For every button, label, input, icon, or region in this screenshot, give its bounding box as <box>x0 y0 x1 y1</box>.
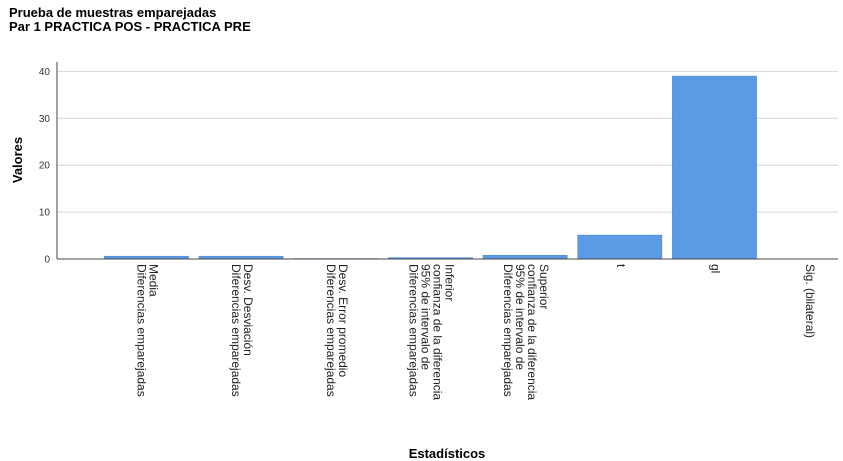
x-category-label-line: Diferencias emparejadas <box>501 264 515 397</box>
x-category-label-line: Diferencias emparejadas <box>406 264 420 397</box>
x-category-label-line: Desv. Error promedio <box>336 264 350 377</box>
x-category-label-line: 95% de intervalo de <box>418 264 432 370</box>
x-category-label-line: Sig. (bilateral) <box>803 264 817 338</box>
bar <box>482 254 568 260</box>
x-category-label-line: Diferencias emparejadas <box>229 264 243 397</box>
chart-subtitle: Par 1 PRACTICA POS - PRACTICA PRE <box>9 19 251 34</box>
bar <box>577 234 663 260</box>
x-category-label-line: Diferencias emparejadas <box>134 264 148 397</box>
x-category-label: gl <box>708 264 722 273</box>
x-axis-title: Estadísticos <box>409 446 486 461</box>
x-category-label-line: confianza de la diferencia <box>525 264 539 400</box>
x-category-label-line: confianza de la diferencia <box>430 264 444 400</box>
x-category-label-line: Media <box>146 264 160 297</box>
x-category-label-line: Desv. Desviación <box>241 264 255 356</box>
chart-title-block: Prueba de muestras emparejadas Par 1 PRA… <box>9 6 251 34</box>
y-tick-label: 0 <box>44 255 50 266</box>
y-tick-label: 20 <box>39 161 51 172</box>
y-tick-label: 10 <box>39 208 51 219</box>
x-category-label: Sig. (bilateral) <box>803 264 817 338</box>
x-category-label-line: Diferencias emparejadas <box>324 264 338 397</box>
x-category-label-line: Inferior <box>442 264 456 301</box>
y-axis-title: Valores <box>10 137 25 183</box>
x-category-label-line: t <box>614 264 628 268</box>
bar <box>672 75 757 260</box>
x-category-label-line: 95% de intervalo de <box>513 264 527 370</box>
x-category-label-line: Superior <box>537 264 551 309</box>
y-tick-label: 30 <box>39 114 51 125</box>
x-category-label: t <box>614 264 628 268</box>
chart-title: Prueba de muestras emparejadas <box>9 5 217 20</box>
y-tick-label: 40 <box>39 67 51 78</box>
x-category-label-line: gl <box>708 264 722 273</box>
